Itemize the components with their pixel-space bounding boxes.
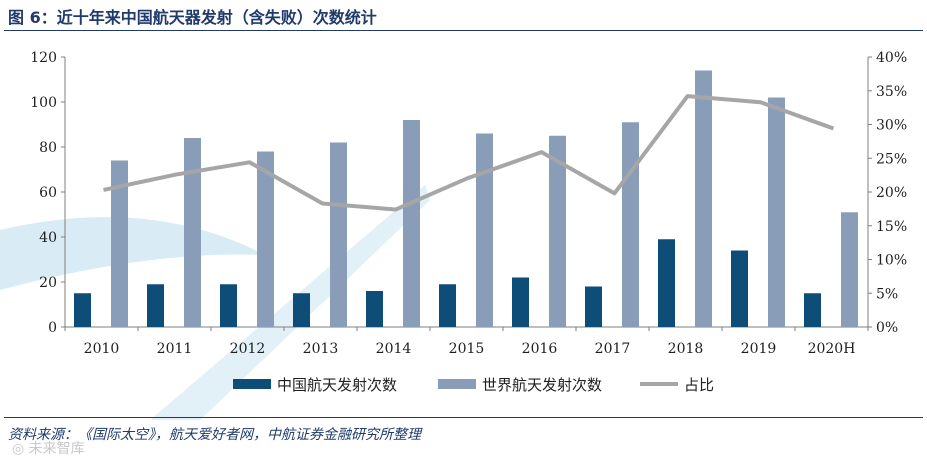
- bar-china-2011: [147, 284, 164, 327]
- left-tick-label: 0: [48, 320, 57, 336]
- legend-label-0: 中国航天发射次数: [277, 376, 397, 394]
- bar-world-2019: [768, 97, 785, 327]
- bars: [74, 70, 858, 327]
- left-tick-label: 120: [30, 50, 57, 66]
- right-tick-label: 35%: [876, 84, 907, 100]
- right-tick-label: 5%: [876, 286, 898, 302]
- bar-china-2015: [439, 284, 456, 327]
- left-tick-label: 20: [39, 275, 57, 291]
- right-tick-label: 20%: [876, 185, 907, 201]
- x-tick-label: 2015: [449, 341, 485, 357]
- bar-china-2013: [293, 293, 310, 327]
- bar-china-2014: [366, 291, 383, 327]
- watermark-stroke: [150, 185, 430, 420]
- top-rule: [4, 30, 923, 31]
- bar-china-2012: [220, 284, 237, 327]
- bar-china-2018: [658, 239, 675, 327]
- x-tick-label: 2020H: [808, 341, 856, 357]
- bar-world-2018: [695, 70, 712, 327]
- x-tick-label: 2018: [668, 341, 704, 357]
- legend-swatch-1: [438, 379, 476, 389]
- left-tick-label: 60: [39, 185, 57, 201]
- left-tick-label: 40: [39, 230, 57, 246]
- bar-world-2012: [257, 151, 274, 327]
- ratio-line: [103, 94, 835, 212]
- x-tick-label: 2019: [741, 341, 777, 357]
- watermark-text: ◎ 未来智库: [12, 441, 85, 457]
- x-tick-label: 2017: [595, 341, 631, 357]
- x-tick-label: 2012: [230, 341, 266, 357]
- legend-label-2: 占比: [684, 376, 714, 394]
- x-tick-label: 2016: [522, 341, 558, 357]
- bar-world-2011: [184, 138, 201, 327]
- bar-world-2020H: [841, 212, 858, 327]
- bar-world-2010: [111, 160, 128, 327]
- bar-world-2014: [403, 120, 420, 327]
- source-note: 资料来源：《国际太空》，航天爱好者网，中航证券金融研究所整理: [8, 427, 421, 443]
- line-ratio: [103, 94, 835, 212]
- bar-world-2016: [549, 135, 566, 327]
- x-tick-label: 2011: [157, 341, 193, 357]
- bar-world-2015: [476, 133, 493, 327]
- bar-china-2019: [731, 250, 748, 327]
- bottom-rule: [4, 417, 923, 418]
- legend-swatch-0: [233, 379, 271, 389]
- figure-title: 图 6：近十年来中国航天器发射（含失败）次数统计: [8, 8, 377, 27]
- bar-china-2017: [585, 286, 602, 327]
- right-tick-label: 40%: [876, 50, 907, 66]
- x-tick-label: 2013: [303, 341, 339, 357]
- bar-china-2010: [74, 293, 91, 327]
- right-tick-label: 30%: [876, 118, 907, 134]
- right-tick-label: 0%: [876, 320, 898, 336]
- legend-label-1: 世界航天发射次数: [482, 376, 602, 394]
- right-tick-label: 25%: [876, 151, 907, 167]
- left-tick-label: 80: [39, 140, 57, 156]
- bar-china-2016: [512, 277, 529, 327]
- right-tick-label: 10%: [876, 253, 907, 269]
- axis-labels: 0 20 40 60 80 100 120 0% 5% 10% 15% 20% 25% 30% 35% 40%…: [30, 50, 907, 357]
- axes: [61, 56, 872, 331]
- bar-world-2017: [622, 122, 639, 327]
- legend: 中国航天发射次数 世界航天发射次数 占比: [233, 376, 714, 394]
- bar-china-2020H: [804, 293, 821, 327]
- bar-world-2013: [330, 142, 347, 327]
- x-tick-label: 2014: [376, 341, 412, 357]
- left-tick-label: 100: [30, 95, 57, 111]
- right-tick-label: 15%: [876, 219, 907, 235]
- x-tick-label: 2010: [84, 341, 120, 357]
